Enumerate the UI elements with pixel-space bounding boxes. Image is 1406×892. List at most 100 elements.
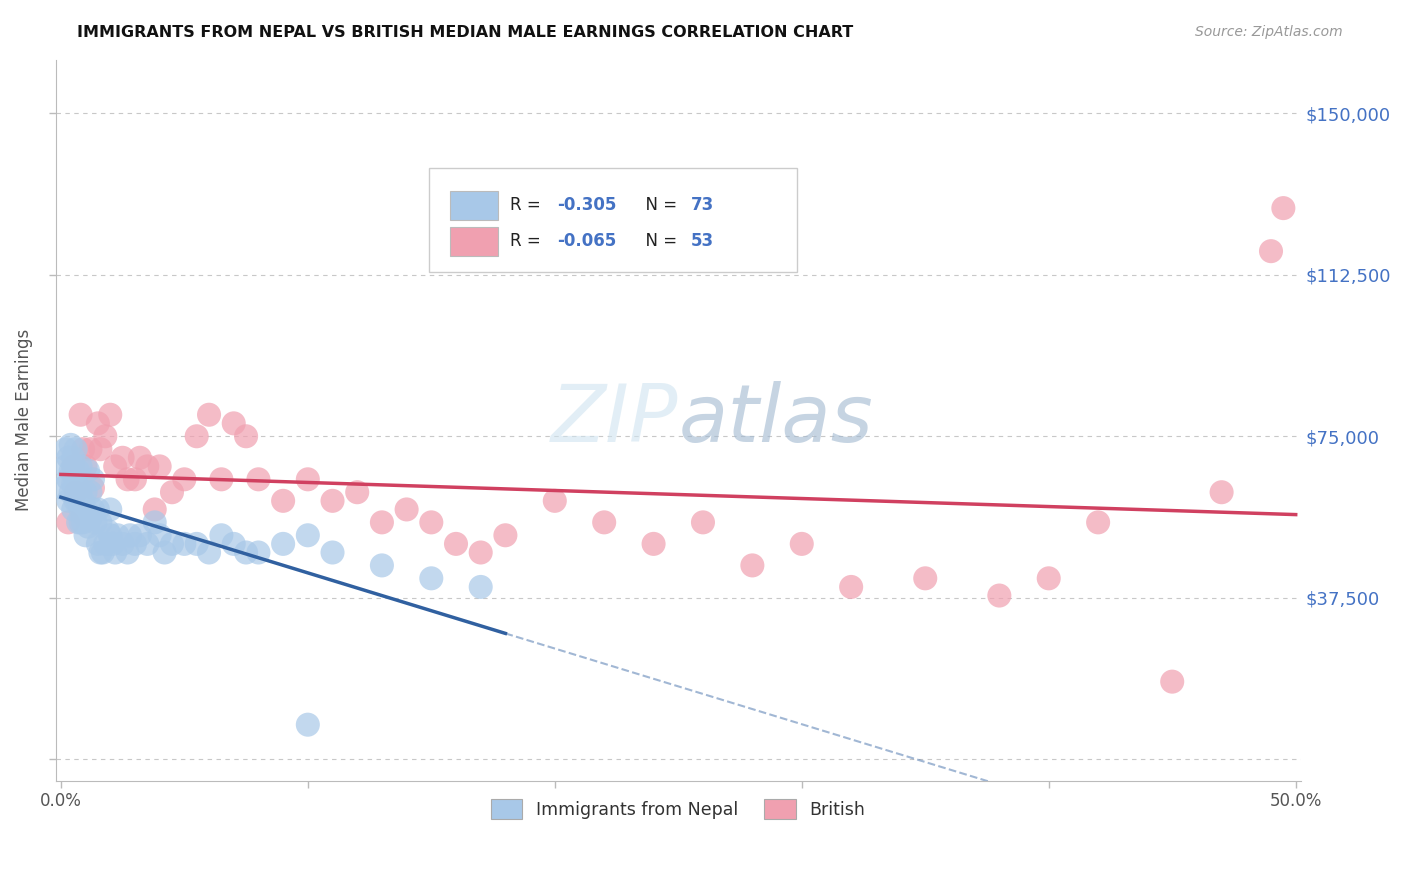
Point [149, 459, 172, 474]
Text: -0.065: -0.065 [558, 232, 617, 251]
Point [209, 528, 232, 542]
Point [77, 519, 100, 533]
Point [62, 459, 84, 474]
Point [65, 472, 87, 486]
Point [69, 485, 91, 500]
Point [107, 528, 129, 542]
Point [98, 502, 121, 516]
Point [420, 516, 443, 530]
Point [1272, 201, 1295, 215]
Point [75, 502, 97, 516]
Point [89, 442, 111, 457]
Point [79, 485, 101, 500]
Point [82, 502, 104, 516]
Point [643, 537, 665, 551]
Point [65, 485, 87, 500]
Point [395, 502, 418, 516]
Point [111, 450, 134, 465]
Text: atlas: atlas [678, 381, 873, 459]
Point [741, 558, 763, 573]
Text: N =: N = [634, 196, 682, 214]
Point [297, 472, 319, 486]
Point [97, 524, 120, 538]
Bar [450, 227, 498, 256]
Point [65, 442, 87, 457]
Text: R =: R = [510, 196, 547, 214]
Point [1087, 516, 1109, 530]
Point [62, 502, 84, 516]
Point [72, 516, 94, 530]
Point [104, 459, 127, 474]
Point [117, 472, 139, 486]
Point [79, 511, 101, 525]
Point [371, 558, 394, 573]
Point [222, 417, 245, 431]
Point [593, 516, 616, 530]
Point [84, 516, 107, 530]
Point [69, 408, 91, 422]
Point [98, 408, 121, 422]
Point [101, 537, 124, 551]
Text: 53: 53 [690, 232, 714, 251]
Point [322, 493, 344, 508]
Point [69, 459, 91, 474]
Point [87, 417, 110, 431]
Text: R =: R = [510, 232, 547, 251]
Point [371, 516, 394, 530]
Point [186, 429, 208, 443]
Point [72, 442, 94, 457]
Point [67, 464, 90, 478]
Point [82, 472, 104, 486]
Point [160, 537, 183, 551]
Point [1260, 244, 1282, 259]
Point [58, 450, 80, 465]
Point [124, 472, 146, 486]
Point [98, 528, 121, 542]
Point [94, 537, 117, 551]
Point [143, 516, 166, 530]
Point [94, 429, 117, 443]
Point [59, 485, 82, 500]
Point [444, 537, 467, 551]
Point [235, 545, 257, 559]
Point [297, 717, 319, 731]
Point [77, 464, 100, 478]
Point [198, 545, 221, 559]
Point [209, 472, 232, 486]
Point [128, 450, 150, 465]
Point [198, 408, 221, 422]
Point [143, 502, 166, 516]
Point [839, 580, 862, 594]
Point [91, 545, 114, 559]
Text: ZIP: ZIP [551, 381, 678, 459]
Point [124, 537, 146, 551]
Point [55, 442, 77, 457]
Point [1038, 571, 1060, 585]
Point [89, 545, 111, 559]
Point [247, 545, 270, 559]
Point [297, 528, 319, 542]
Point [222, 537, 245, 551]
Point [62, 459, 84, 474]
Point [1211, 485, 1233, 500]
Point [470, 580, 492, 594]
Point [173, 537, 195, 551]
Point [346, 485, 368, 500]
Text: 73: 73 [690, 196, 714, 214]
Point [790, 537, 813, 551]
Point [494, 528, 516, 542]
Point [58, 493, 80, 508]
Point [67, 481, 90, 495]
Point [235, 429, 257, 443]
Point [75, 528, 97, 542]
Point [67, 493, 90, 508]
Point [470, 545, 492, 559]
Point [69, 502, 91, 516]
Legend: Immigrants from Nepal, British: Immigrants from Nepal, British [484, 792, 873, 826]
Point [87, 537, 110, 551]
Point [247, 472, 270, 486]
Point [173, 472, 195, 486]
Point [118, 528, 141, 542]
Point [62, 450, 84, 465]
Point [59, 438, 82, 452]
